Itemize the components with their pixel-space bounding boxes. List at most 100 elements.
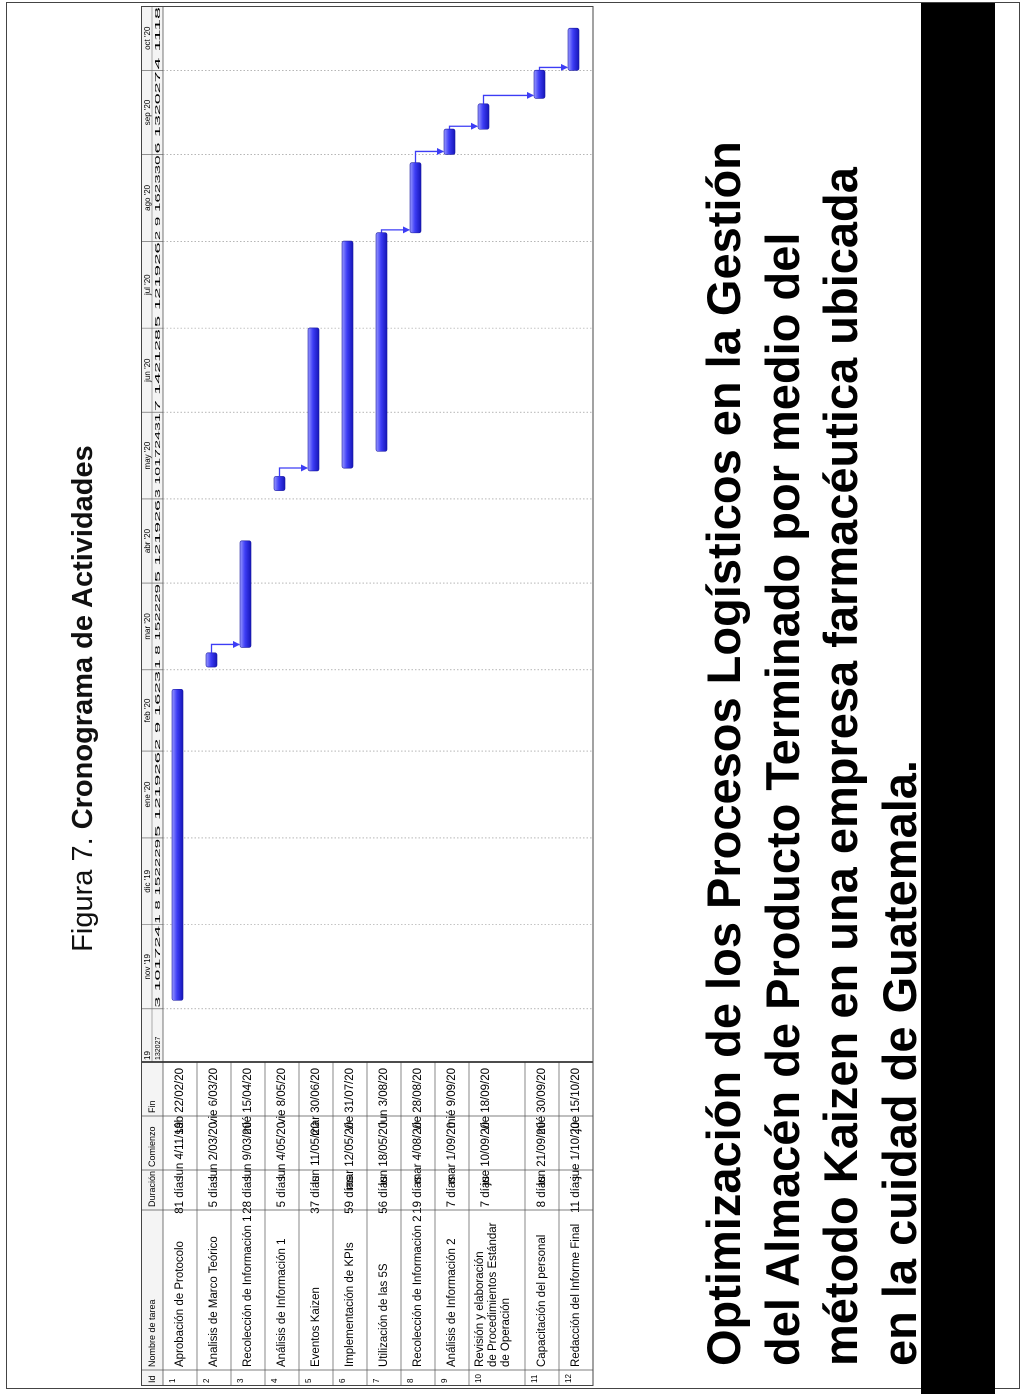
timescale-month-label: may '20 <box>143 441 152 469</box>
task-name: Recolección de Información 2 <box>412 1216 424 1368</box>
task-start: lun 11/05/20 <box>310 1122 322 1184</box>
task-id: 1 <box>168 1378 177 1383</box>
task-end: vie 31/07/20 <box>344 1068 356 1131</box>
task-end: mié 30/09/20 <box>536 1068 548 1135</box>
timescale-day-label: 4 1118 <box>155 7 162 70</box>
task-id: 2 <box>202 1378 211 1383</box>
dependency-arrow <box>210 640 240 653</box>
task-duration: 5 días <box>276 1176 288 1208</box>
timescale-month-label: jul '20 <box>143 274 152 296</box>
gantt-bar <box>171 688 184 1001</box>
task-name: Revisión y elaboración <box>474 1251 486 1367</box>
timescale-day-label: 5 121926 <box>155 752 162 837</box>
task-id: 4 <box>270 1378 279 1383</box>
task-duration: 7 días <box>480 1176 492 1208</box>
task-start: mar 1/09/20 <box>446 1122 458 1183</box>
task-duration: 19 días <box>412 1176 424 1214</box>
task-start: mar 12/05/20 <box>344 1122 356 1190</box>
task-name: Eventos Kaizen <box>310 1287 322 1367</box>
timescale-day-label: 1 8 152229 <box>155 839 162 924</box>
task-duration: 7 días <box>446 1176 458 1208</box>
task-end: mar 30/06/20 <box>310 1068 322 1136</box>
timescale-lead-month: 19 <box>143 1051 152 1060</box>
timescale-day-label: 2 9 162330 <box>155 155 162 240</box>
task-name: de Operación <box>500 1298 512 1367</box>
dependency-arrow <box>482 91 534 104</box>
gantt-bar <box>409 162 422 234</box>
task-start: lun 4/11/19 <box>174 1122 186 1178</box>
task-duration: 56 días <box>378 1176 390 1214</box>
dependency-arrow <box>414 147 444 163</box>
timescale-month-label: ago '20 <box>143 184 152 211</box>
task-id: 3 <box>236 1378 245 1383</box>
timescale-day-label: 6 132027 <box>155 71 162 153</box>
task-duration: 59 días <box>344 1176 356 1214</box>
timescale-lead-days: 132027 <box>155 1037 162 1060</box>
task-name: Analisis de Marco Teórico <box>208 1236 220 1367</box>
task-duration: 8 días <box>536 1176 548 1208</box>
task-duration: 37 días <box>310 1176 322 1214</box>
figure-caption: Figura 7. Cronograma de Actividades <box>67 3 100 1394</box>
task-id: 12 <box>564 1374 573 1383</box>
timescale-day-label: 3 10172431 <box>155 413 162 498</box>
timescale-month-label: feb '20 <box>143 698 152 722</box>
task-end: mié 15/04/20 <box>242 1068 254 1135</box>
task-start: mar 4/08/20 <box>412 1122 424 1183</box>
gantt-bar <box>443 128 456 155</box>
header-end: Fin <box>147 1100 157 1113</box>
timescale-day-label: 5 121926 <box>155 242 162 327</box>
rotated-content: Figura 7. Cronograma de Actividades Id No… <box>7 3 1026 1394</box>
dependency-arrow <box>380 226 410 234</box>
task-name: Aprobación de Protocolo <box>174 1241 186 1367</box>
task-id: 9 <box>440 1378 449 1383</box>
task-name: Capacitación del personal <box>536 1235 548 1367</box>
gantt-bar <box>533 69 546 99</box>
gantt-bar <box>375 232 388 452</box>
caption-prefix: Figura 7. <box>67 837 99 952</box>
caption-title: Cronograma de Actividades <box>67 445 99 830</box>
task-name: Implementación de KPIs <box>344 1242 356 1367</box>
task-name: Análisis de Información 2 <box>446 1239 458 1367</box>
dependency-arrow <box>538 63 568 71</box>
gantt-bar <box>341 240 354 469</box>
task-start: lun 21/09/20 <box>536 1122 548 1185</box>
task-id: 10 <box>474 1374 483 1383</box>
task-end: lun 3/08/20 <box>378 1068 390 1125</box>
task-id: 8 <box>406 1378 415 1383</box>
timescale-month-label: dic '19 <box>143 869 152 892</box>
task-end: vie 6/03/20 <box>208 1068 220 1124</box>
task-duration: 28 días <box>242 1176 254 1214</box>
task-start: jue 1/10/20 <box>570 1122 582 1180</box>
task-name: Redacción del Informe Final <box>570 1224 582 1367</box>
task-end: vie 28/08/20 <box>412 1068 424 1131</box>
task-name: Análisis de Información 1 <box>276 1239 288 1367</box>
task-end: jue 15/10/20 <box>570 1068 582 1132</box>
timescale-day-label: 1 8 152229 <box>155 584 162 669</box>
gantt-bar <box>273 476 286 491</box>
document-page: Figura 7. Cronograma de Actividades Id No… <box>6 2 1020 1394</box>
task-id: 6 <box>338 1378 347 1383</box>
task-id: 5 <box>304 1378 313 1383</box>
timescale-day-label: 2 9 1623 <box>155 671 162 751</box>
gantt-bar <box>567 27 580 71</box>
task-start: lun 4/05/20 <box>276 1122 288 1179</box>
timescale-month-label: sep '20 <box>143 99 152 125</box>
header-start: Comienzo <box>147 1126 157 1167</box>
dependency-arrow <box>448 122 478 130</box>
task-end: sáb 22/02/20 <box>174 1068 186 1135</box>
task-duration: 5 días <box>208 1176 220 1208</box>
timescale-month-label: abr '20 <box>143 528 152 553</box>
header-id: Id <box>147 1375 157 1383</box>
task-end: vie 8/05/20 <box>276 1068 288 1124</box>
gantt-bar <box>477 103 490 130</box>
timescale-month-label: nov '19 <box>143 953 152 979</box>
task-start: lun 18/05/20 <box>378 1122 390 1185</box>
timescale-month-label: oct '20 <box>143 26 152 50</box>
timescale-day-label: 7 142128 <box>155 329 162 411</box>
gantt-border <box>141 6 594 1386</box>
timescale-month-label: ene '20 <box>143 781 152 808</box>
timescale-month-label: jun '20 <box>143 358 152 383</box>
black-band <box>921 3 995 1394</box>
gantt-bar <box>307 327 320 472</box>
